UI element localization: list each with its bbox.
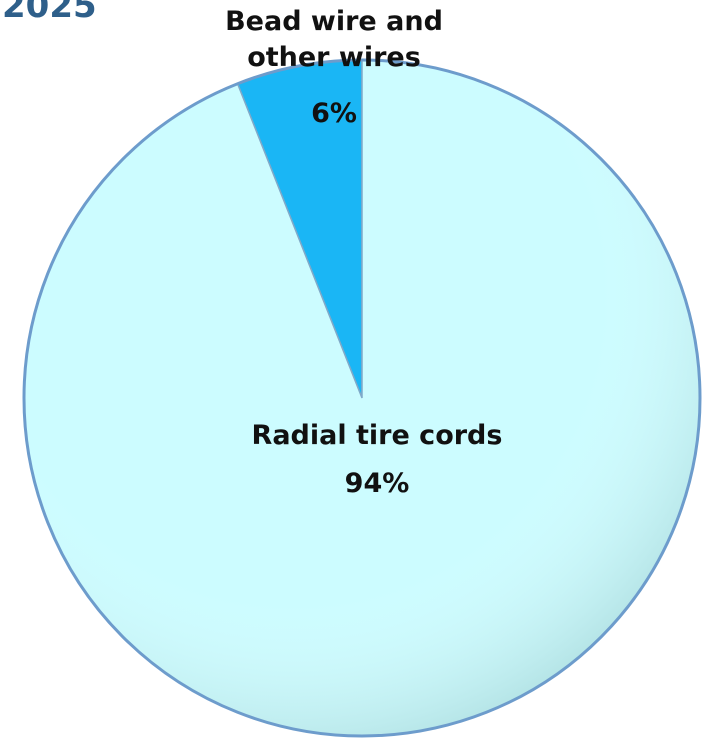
chart-title: 2025 [2, 0, 97, 26]
value-label: 6% [311, 98, 357, 129]
slice-label: Bead wire and other wires [225, 6, 443, 73]
slice-label: Radial tire cords [251, 420, 503, 451]
value-label: 94% [344, 468, 410, 499]
pie-slice [23, 59, 701, 737]
